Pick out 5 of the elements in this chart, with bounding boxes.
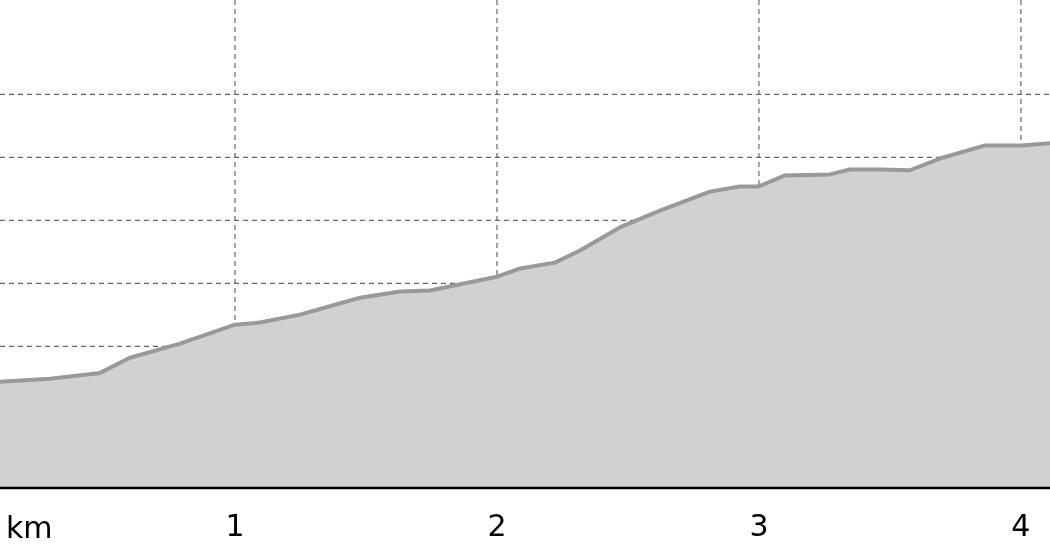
x-tick-label: 2: [487, 507, 507, 543]
x-tick-label: 1: [225, 507, 245, 543]
x-tick-label: 4: [1011, 507, 1031, 543]
x-tick-label: 3: [749, 507, 769, 543]
x-axis-title: km: [6, 509, 53, 545]
